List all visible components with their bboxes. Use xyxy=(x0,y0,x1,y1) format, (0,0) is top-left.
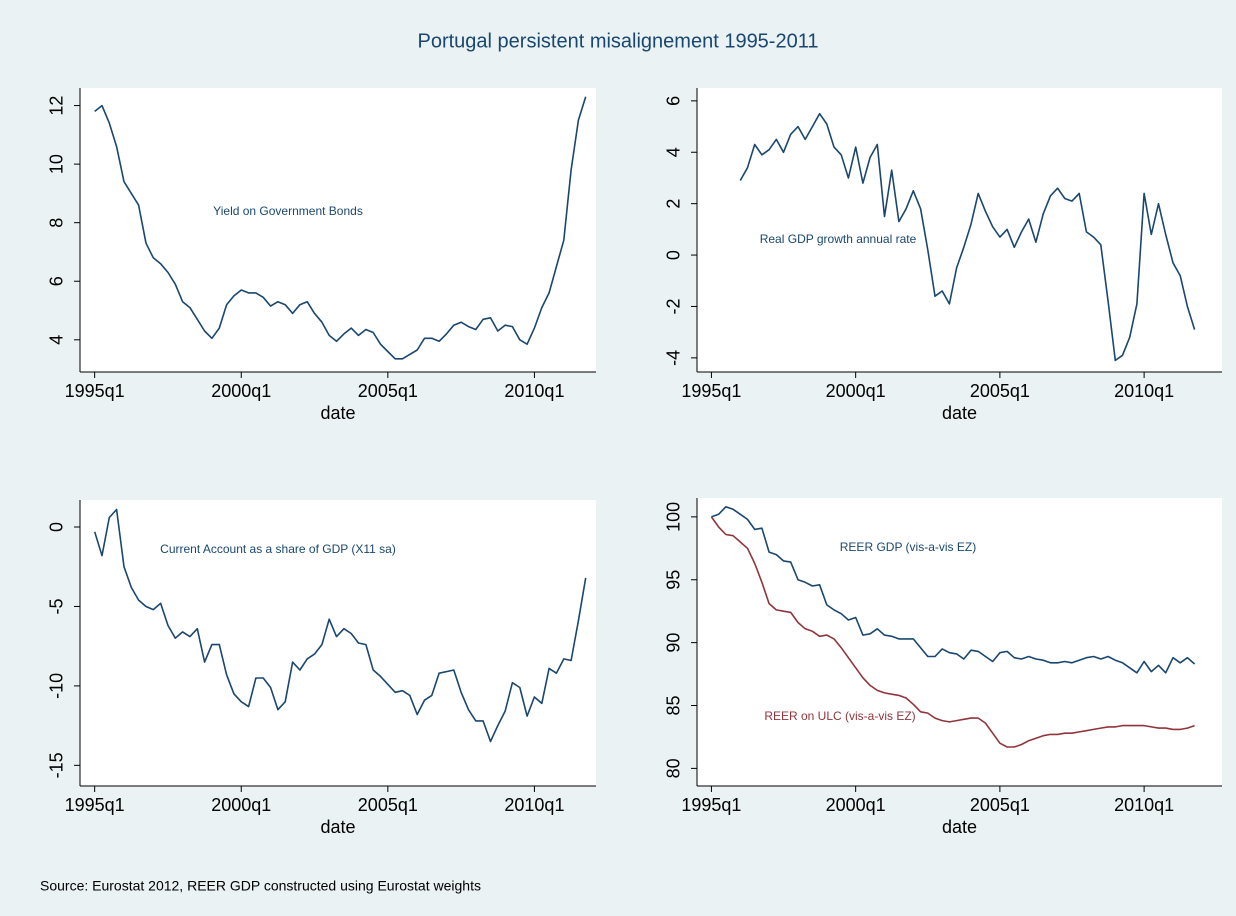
series-label: Real GDP growth annual rate xyxy=(760,232,917,246)
x-tick-label: 1995q1 xyxy=(65,381,125,401)
y-tick-label: -10 xyxy=(47,673,67,699)
x-tick-label: 2005q1 xyxy=(358,381,418,401)
x-tick-label: 2005q1 xyxy=(970,381,1030,401)
x-tick-label: 2000q1 xyxy=(826,381,886,401)
x-tick-label: 2000q1 xyxy=(826,795,886,815)
y-tick-label: 85 xyxy=(664,695,684,715)
data-line xyxy=(94,96,587,360)
y-tick-label: 8 xyxy=(47,218,67,228)
y-tick-label: -15 xyxy=(47,752,67,778)
y-tick-label: 90 xyxy=(664,633,684,653)
data-line xyxy=(710,516,1195,748)
source-note: Source: Eurostat 2012, REER GDP construc… xyxy=(40,878,481,894)
x-axis-label: date xyxy=(942,403,977,423)
plot-area xyxy=(697,88,1222,372)
x-tick-label: 2005q1 xyxy=(358,795,418,815)
y-tick-label: -5 xyxy=(47,598,67,614)
y-tick-label: -4 xyxy=(664,350,684,366)
y-tick-label: 0 xyxy=(664,250,684,260)
x-tick-label: 1995q1 xyxy=(65,795,125,815)
x-tick-label: 2010q1 xyxy=(504,795,564,815)
data-line xyxy=(711,506,1196,674)
y-tick-label: 95 xyxy=(664,570,684,590)
y-tick-label: 80 xyxy=(664,758,684,778)
data-line xyxy=(93,508,587,743)
x-tick-label: 1995q1 xyxy=(681,795,741,815)
y-tick-label: 4 xyxy=(664,147,684,157)
y-tick-label: -2 xyxy=(664,298,684,314)
x-tick-label: 2000q1 xyxy=(211,381,271,401)
plot-area xyxy=(80,88,596,372)
y-tick-label: 6 xyxy=(664,96,684,106)
x-tick-label: 2005q1 xyxy=(970,795,1030,815)
x-tick-label: 2010q1 xyxy=(1114,795,1174,815)
x-axis-label: date xyxy=(320,817,355,837)
y-tick-label: 6 xyxy=(47,276,67,286)
y-tick-label: 2 xyxy=(664,199,684,209)
x-tick-label: 2000q1 xyxy=(211,795,271,815)
x-axis-label: date xyxy=(320,403,355,423)
y-tick-label: 100 xyxy=(664,502,684,532)
x-tick-label: 2010q1 xyxy=(1114,381,1174,401)
y-tick-label: 0 xyxy=(47,522,67,532)
x-tick-label: 1995q1 xyxy=(681,381,741,401)
y-tick-label: 4 xyxy=(47,335,67,345)
x-tick-label: 2010q1 xyxy=(504,381,564,401)
data-line xyxy=(739,112,1196,362)
y-tick-label: 12 xyxy=(47,96,67,116)
y-tick-label: 10 xyxy=(47,154,67,174)
chart-title: Portugal persistent misalignement 1995-2… xyxy=(418,30,819,52)
series-label: REER GDP (vis-a-vis EZ) xyxy=(840,540,976,554)
series-label: Current Account as a share of GDP (X11 s… xyxy=(160,542,396,556)
plot-area xyxy=(697,498,1222,786)
plot-area xyxy=(80,500,596,786)
x-axis-label: date xyxy=(942,817,977,837)
series-label: REER on ULC (vis-a-vis EZ) xyxy=(764,709,915,723)
series-label: Yield on Government Bonds xyxy=(213,204,363,218)
